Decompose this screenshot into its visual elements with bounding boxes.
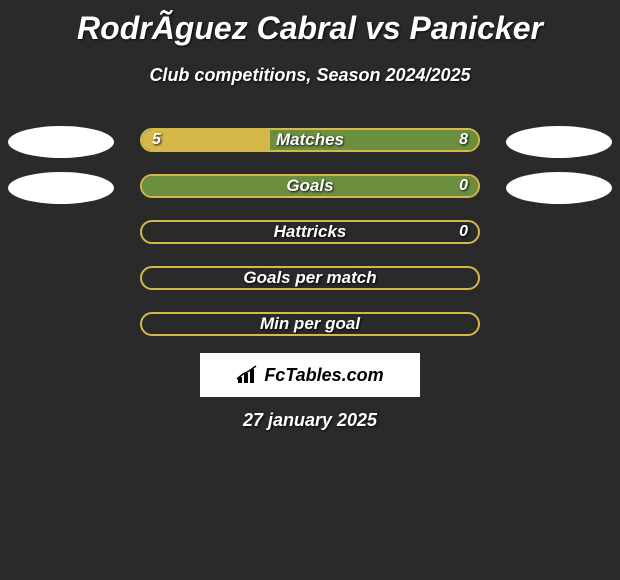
stat-bar: Matches58 [140, 128, 480, 152]
logo-label: FcTables.com [264, 365, 383, 386]
stat-bar: Goals0 [140, 174, 480, 198]
stat-value-right: 0 [459, 222, 468, 242]
page-title: RodrÃ­guez Cabral vs Panicker [0, 0, 620, 47]
bar-fill-right [270, 130, 478, 150]
logo-banner: FcTables.com [200, 353, 420, 397]
stat-bar: Goals per match [140, 266, 480, 290]
page-subtitle: Club competitions, Season 2024/2025 [0, 65, 620, 86]
stat-label: Hattricks [142, 222, 478, 242]
bar-fill-full [142, 176, 478, 196]
player-avatar-left [8, 126, 114, 158]
player-avatar-left [8, 172, 114, 204]
stat-row: Min per goal [0, 310, 620, 356]
stat-row: Goals0 [0, 172, 620, 218]
stat-value-right: 0 [459, 176, 468, 196]
stat-row: Goals per match [0, 264, 620, 310]
stat-value-left: 5 [152, 130, 161, 150]
stat-bar: Hattricks0 [140, 220, 480, 244]
stat-row: Matches58 [0, 126, 620, 172]
stat-bar: Min per goal [140, 312, 480, 336]
player-avatar-right [506, 172, 612, 204]
stat-label: Min per goal [142, 314, 478, 334]
player-avatar-right [506, 126, 612, 158]
logo-text: FcTables.com [236, 365, 383, 386]
stat-row: Hattricks0 [0, 218, 620, 264]
bar-fill-left [142, 130, 270, 150]
stat-label: Goals per match [142, 268, 478, 288]
footer-date: 27 january 2025 [0, 410, 620, 431]
stats-container: Matches58Goals0Hattricks0Goals per match… [0, 126, 620, 356]
stat-value-right: 8 [459, 130, 468, 150]
bar-chart-icon [236, 365, 260, 385]
